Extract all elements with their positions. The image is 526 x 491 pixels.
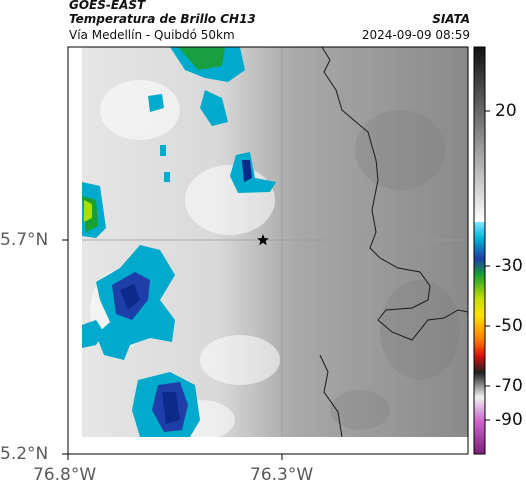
colorbar-tick-label: -50: [495, 316, 523, 336]
y-tick-label: 5.7°N: [0, 230, 49, 250]
organization-label: SIATA: [432, 12, 470, 26]
star-icon: [257, 234, 269, 246]
timestamp-label: 2024-09-09 08:59: [361, 28, 470, 42]
department-borders: [319, 46, 469, 438]
colorbar-tick-label: -70: [495, 376, 523, 396]
colorbar-tick-label: -30: [495, 256, 523, 276]
cold-cloud-patches: [82, 47, 276, 437]
colorbar-ticks: [485, 110, 490, 421]
x-tick-label: 76.8°W: [33, 465, 97, 485]
colorbar-tick-label: 20: [495, 101, 517, 121]
product-title: Temperatura de Brillo CH13: [69, 12, 256, 26]
y-tick-label: 5.2°N: [0, 444, 49, 464]
satellite-title: GOES-EAST: [69, 0, 146, 12]
colorbar-tick-label: -90: [495, 410, 523, 430]
route-subtitle: Vía Medellín - Quibdó 50km: [69, 28, 235, 42]
x-tick-label: 76.3°W: [250, 465, 314, 485]
map-frame: [67, 46, 469, 455]
colorbar: [473, 46, 486, 455]
